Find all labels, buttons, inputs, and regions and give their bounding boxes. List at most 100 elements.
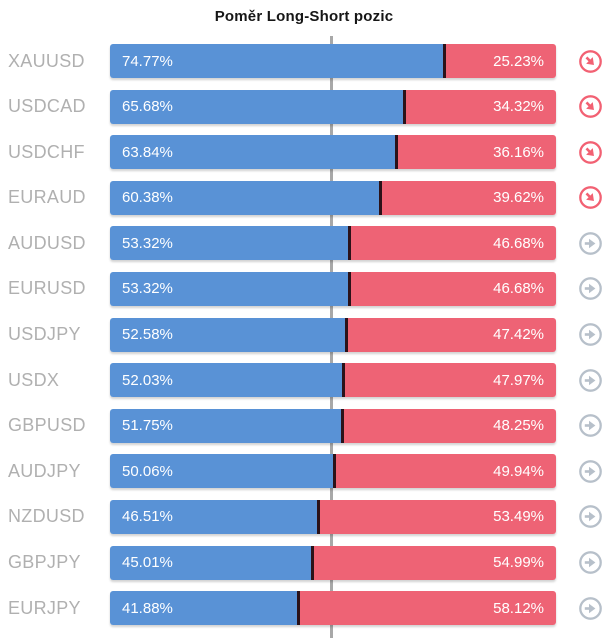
trend-flat-icon: [579, 459, 602, 483]
long-percent-value: 74.77%: [122, 52, 173, 70]
short-segment: 46.68%: [350, 226, 556, 261]
trend-flat-icon: [579, 551, 602, 574]
long-short-bar: 45.01% 54.99%: [110, 545, 556, 580]
long-short-bar: 63.84% 36.16%: [110, 135, 556, 170]
short-percent-value: 58.12%: [493, 599, 544, 617]
trend-flat-icon: [579, 505, 602, 529]
pair-row: XAUUSD 74.77% 25.23%: [0, 44, 608, 78]
segment-divider: [394, 135, 398, 170]
long-short-bar: 65.68% 34.32%: [110, 89, 556, 124]
long-short-bar: 41.88% 58.12%: [110, 591, 556, 626]
pair-row: AUDUSD 53.32% 46.68%: [0, 226, 608, 261]
short-percent-value: 39.62%: [493, 189, 544, 207]
trend-icon-column: [556, 504, 608, 529]
long-short-bar: 60.38% 39.62%: [110, 180, 556, 215]
long-percent-value: 46.51%: [122, 508, 173, 526]
long-percent-value: 52.58%: [122, 326, 173, 344]
trend-icon-button[interactable]: [578, 596, 603, 621]
long-percent-value: 50.06%: [122, 462, 173, 480]
long-percent-value: 41.88%: [122, 599, 173, 617]
trend-icon-column: [556, 185, 608, 210]
short-percent-value: 47.42%: [493, 326, 544, 344]
trend-down-icon: [579, 140, 602, 164]
trend-icon-button[interactable]: [578, 231, 603, 256]
short-segment: 39.62%: [382, 180, 556, 215]
trend-flat-icon: [579, 596, 602, 620]
trend-icon-column: [556, 368, 608, 393]
short-percent-value: 53.49%: [493, 508, 544, 526]
pair-row: AUDJPY 50.06% 49.94%: [0, 454, 608, 489]
long-short-bar: 51.75% 48.25%: [110, 408, 556, 443]
pair-row: USDCHF 63.84% 36.16%: [0, 135, 608, 170]
long-percent-value: 53.32%: [122, 280, 173, 298]
trend-icon-button[interactable]: [578, 185, 603, 210]
pair-label: USDCHF: [8, 141, 85, 162]
long-segment: 65.68%: [110, 89, 403, 124]
trend-icon-button[interactable]: [578, 322, 603, 347]
pair-row: EURUSD 53.32% 46.68%: [0, 271, 608, 306]
long-segment: 74.77%: [110, 44, 444, 78]
long-short-bar: 53.32% 46.68%: [110, 226, 556, 261]
pair-row: EURAUD 60.38% 39.62%: [0, 180, 608, 215]
long-segment: 45.01%: [110, 545, 311, 580]
long-short-bar: 53.32% 46.68%: [110, 271, 556, 306]
pair-label: USDX: [8, 369, 60, 390]
trend-flat-icon: [579, 277, 602, 301]
pair-label: XAUUSD: [8, 50, 85, 71]
pair-label: USDCAD: [8, 96, 86, 117]
short-percent-value: 47.97%: [493, 371, 544, 389]
trend-flat-icon: [579, 232, 602, 255]
trend-icon-button[interactable]: [578, 140, 603, 165]
trend-icon-column: [556, 276, 608, 301]
long-short-bar: 46.51% 53.49%: [110, 499, 556, 534]
trend-icon-button[interactable]: [578, 413, 603, 438]
pair-label: EURAUD: [8, 187, 86, 208]
segment-divider: [342, 363, 346, 398]
short-segment: 58.12%: [299, 591, 556, 626]
trend-icon-button[interactable]: [578, 504, 603, 529]
long-percent-value: 51.75%: [122, 417, 173, 435]
segment-divider: [402, 89, 406, 124]
trend-icon-column: [556, 322, 608, 347]
trend-icon-button[interactable]: [578, 276, 603, 301]
short-percent-value: 46.68%: [493, 234, 544, 252]
pair-row: GBPUSD 51.75% 48.25%: [0, 408, 608, 443]
pair-row: USDJPY 52.58% 47.42%: [0, 317, 608, 352]
trend-icon-button[interactable]: [578, 459, 603, 484]
rows: XAUUSD 74.77% 25.23%: [0, 44, 608, 626]
short-percent-value: 54.99%: [493, 554, 544, 572]
long-short-bar: 52.03% 47.97%: [110, 363, 556, 398]
short-percent-value: 25.23%: [493, 52, 544, 70]
trend-icon-button[interactable]: [578, 49, 603, 74]
long-short-bar: 74.77% 25.23%: [110, 44, 556, 78]
long-segment: 63.84%: [110, 135, 395, 170]
long-percent-value: 52.03%: [122, 371, 173, 389]
trend-icon-button[interactable]: [578, 368, 603, 393]
trend-icon-column: [556, 49, 608, 74]
long-segment: 53.32%: [110, 271, 348, 306]
segment-divider: [296, 591, 300, 626]
long-percent-value: 65.68%: [122, 98, 173, 116]
short-percent-value: 49.94%: [493, 462, 544, 480]
pair-row: USDCAD 65.68% 34.32%: [0, 89, 608, 124]
trend-icon-column: [556, 413, 608, 438]
trend-down-icon: [579, 95, 602, 118]
short-segment: 34.32%: [405, 89, 556, 124]
chart-title: Poměr Long-Short pozic: [214, 8, 394, 25]
long-percent-value: 53.32%: [122, 234, 173, 252]
pair-row: NZDUSD 46.51% 53.49%: [0, 499, 608, 534]
segment-divider: [347, 226, 351, 261]
segment-divider: [347, 271, 351, 306]
long-segment: 52.03%: [110, 363, 343, 398]
long-percent-value: 45.01%: [122, 554, 173, 572]
short-percent-value: 36.16%: [493, 143, 544, 161]
segment-divider: [443, 44, 447, 78]
segment-divider: [344, 317, 348, 352]
trend-icon-button[interactable]: [578, 94, 603, 119]
pair-label: EURJPY: [8, 597, 81, 618]
trend-icon-column: [556, 94, 608, 119]
trend-icon-button[interactable]: [578, 550, 603, 575]
trend-down-icon: [579, 186, 602, 210]
long-segment: 46.51%: [110, 499, 318, 534]
